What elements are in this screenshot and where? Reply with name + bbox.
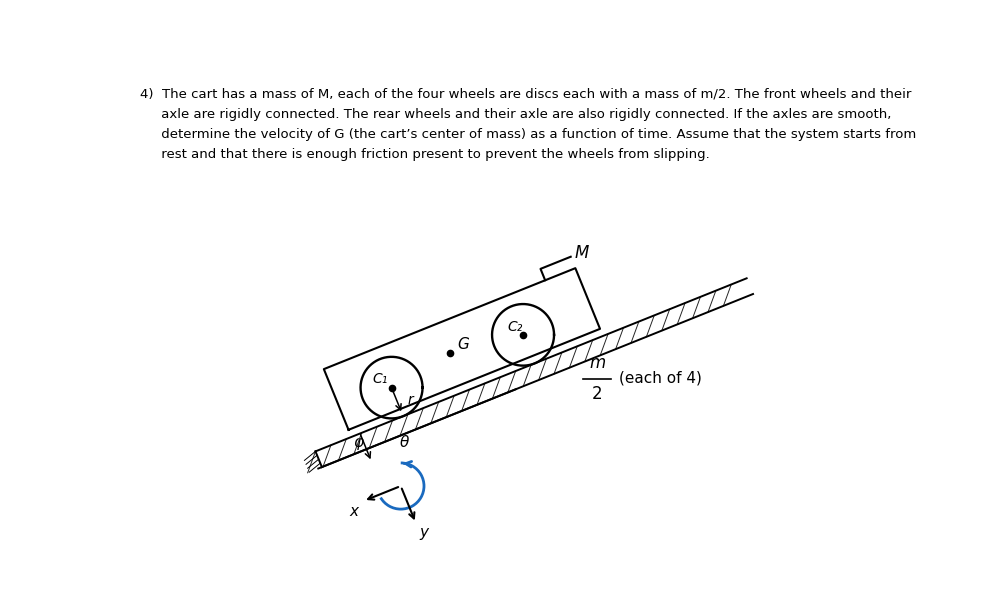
Text: φ: φ [353,435,363,450]
Text: rest and that there is enough friction present to prevent the wheels from slippi: rest and that there is enough friction p… [140,148,710,161]
Text: y: y [419,526,428,541]
Text: axle are rigidly connected. The rear wheels and their axle are also rigidly conn: axle are rigidly connected. The rear whe… [140,108,891,121]
Text: θ: θ [400,435,409,450]
Text: G: G [457,337,469,352]
Text: 2: 2 [592,385,603,402]
Text: M: M [575,243,589,261]
Text: C₁: C₁ [372,372,387,386]
Text: C₂: C₂ [507,319,523,334]
Text: x: x [350,504,359,519]
Text: (each of 4): (each of 4) [619,370,701,385]
Text: determine the velocity of G (the cart’s center of mass) as a function of time. A: determine the velocity of G (the cart’s … [140,128,916,141]
Text: r: r [408,393,413,407]
Text: m: m [589,355,605,373]
Text: 4)  The cart has a mass of M, each of the four wheels are discs each with a mass: 4) The cart has a mass of M, each of the… [140,87,911,100]
